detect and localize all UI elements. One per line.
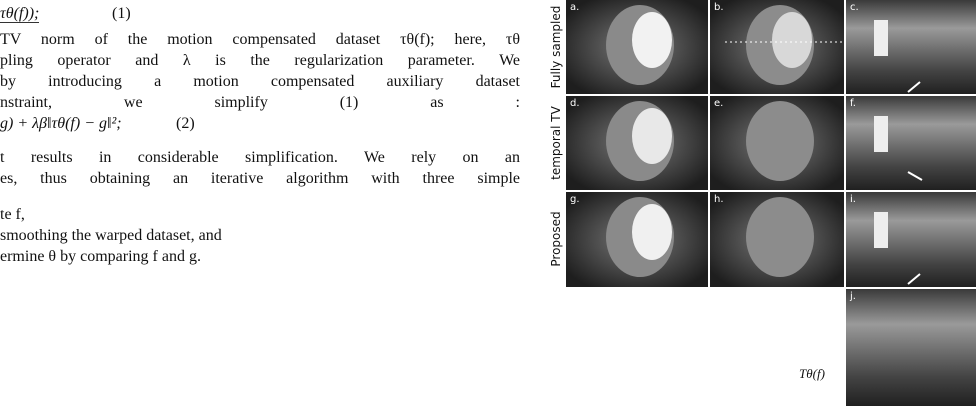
row-2	[566, 96, 976, 190]
panel-label: g.	[570, 194, 580, 205]
row-label: Proposed	[549, 211, 563, 266]
panel-label: f.	[850, 98, 856, 109]
panel-j	[846, 289, 976, 406]
panel-label: i.	[850, 194, 856, 205]
panel-label: c.	[850, 2, 859, 13]
panel-label: j.	[849, 291, 856, 302]
j-caption: Tθ(f)	[799, 366, 825, 381]
row-label: temporal TV	[549, 105, 563, 180]
row-3	[566, 192, 976, 287]
panels	[566, 0, 976, 406]
figure: a. b. c. d. e. f. g. h. i. j. Fully sampled tempor…	[0, 0, 976, 406]
row-labels: Fully sampled temporal TV Proposed	[549, 6, 563, 267]
panel-label: d.	[570, 98, 580, 109]
panel-label: h.	[714, 194, 724, 205]
row-1	[566, 0, 976, 94]
row-label: Fully sampled	[549, 6, 563, 89]
panel-label: a.	[570, 2, 579, 13]
panel-label: e.	[714, 98, 723, 109]
panel-label: b.	[714, 2, 724, 13]
page: τθ(f));(1) g) + λβ‖τθ(f) − g‖²;(2) TV no…	[0, 0, 976, 406]
